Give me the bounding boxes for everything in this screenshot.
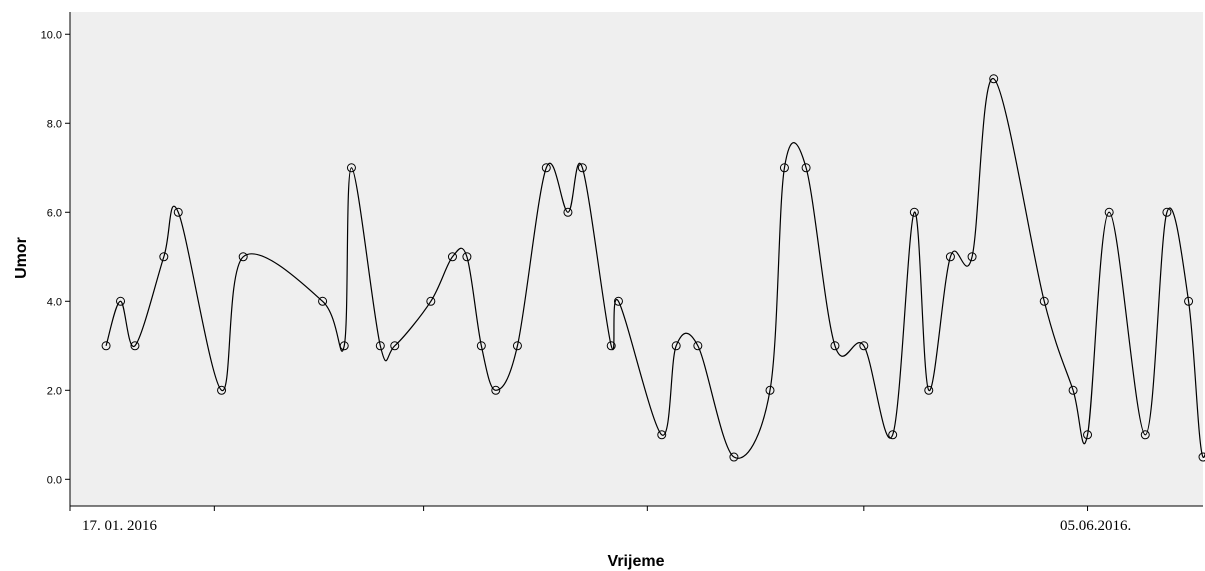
data-point (671, 341, 681, 351)
data-point (426, 296, 436, 306)
data-point (1039, 296, 1049, 306)
x-start-label: 17. 01. 2016 (82, 518, 158, 534)
data-point (1198, 452, 1205, 462)
data-point (318, 296, 328, 306)
data-point (967, 252, 977, 262)
data-point (563, 207, 573, 217)
data-point (779, 163, 789, 173)
data-point (541, 163, 551, 173)
data-point (888, 430, 898, 440)
data-point (729, 452, 739, 462)
data-point (159, 252, 169, 262)
series-line (105, 78, 1205, 459)
data-point (1104, 207, 1114, 217)
data-point (101, 341, 111, 351)
data-point (909, 207, 919, 217)
plot-area (70, 12, 1203, 506)
x-axis-title: Vrijeme (608, 553, 665, 570)
y-ticks: 0.0 2.0 4.0 6.0 8.0 10.0 (41, 29, 70, 486)
series-layer (101, 74, 1205, 462)
y-tick-label: 10.0 (41, 29, 62, 41)
data-point (657, 430, 667, 440)
data-point (339, 341, 349, 351)
data-point (447, 252, 457, 262)
data-point (801, 163, 811, 173)
data-point (989, 74, 999, 84)
x-end-label: 05.06.2016. (1060, 518, 1131, 534)
data-point (765, 385, 775, 395)
data-point (238, 252, 248, 262)
data-point (1068, 385, 1078, 395)
data-point (1162, 207, 1172, 217)
data-point (945, 252, 955, 262)
y-axis-title: Umor (13, 237, 30, 279)
data-point (130, 341, 140, 351)
data-point (462, 252, 472, 262)
data-point (512, 341, 522, 351)
data-point (116, 296, 126, 306)
y-tick-label: 8.0 (47, 118, 62, 130)
data-point (1184, 296, 1194, 306)
data-point (830, 341, 840, 351)
data-point (491, 385, 501, 395)
data-point (924, 385, 934, 395)
y-tick-label: 0.0 (47, 474, 62, 486)
data-point (606, 341, 616, 351)
data-point (375, 341, 385, 351)
data-point (390, 341, 400, 351)
data-point (346, 163, 356, 173)
data-point (693, 341, 703, 351)
data-point (1083, 430, 1093, 440)
data-point (577, 163, 587, 173)
x-ticks (69, 506, 1089, 511)
y-tick-label: 6.0 (47, 207, 62, 219)
data-point (1140, 430, 1150, 440)
data-point (859, 341, 869, 351)
data-point (476, 341, 486, 351)
y-tick-label: 4.0 (47, 296, 62, 308)
data-point (613, 296, 623, 306)
data-point (173, 207, 183, 217)
y-tick-label: 2.0 (47, 385, 62, 397)
data-point (217, 385, 227, 395)
